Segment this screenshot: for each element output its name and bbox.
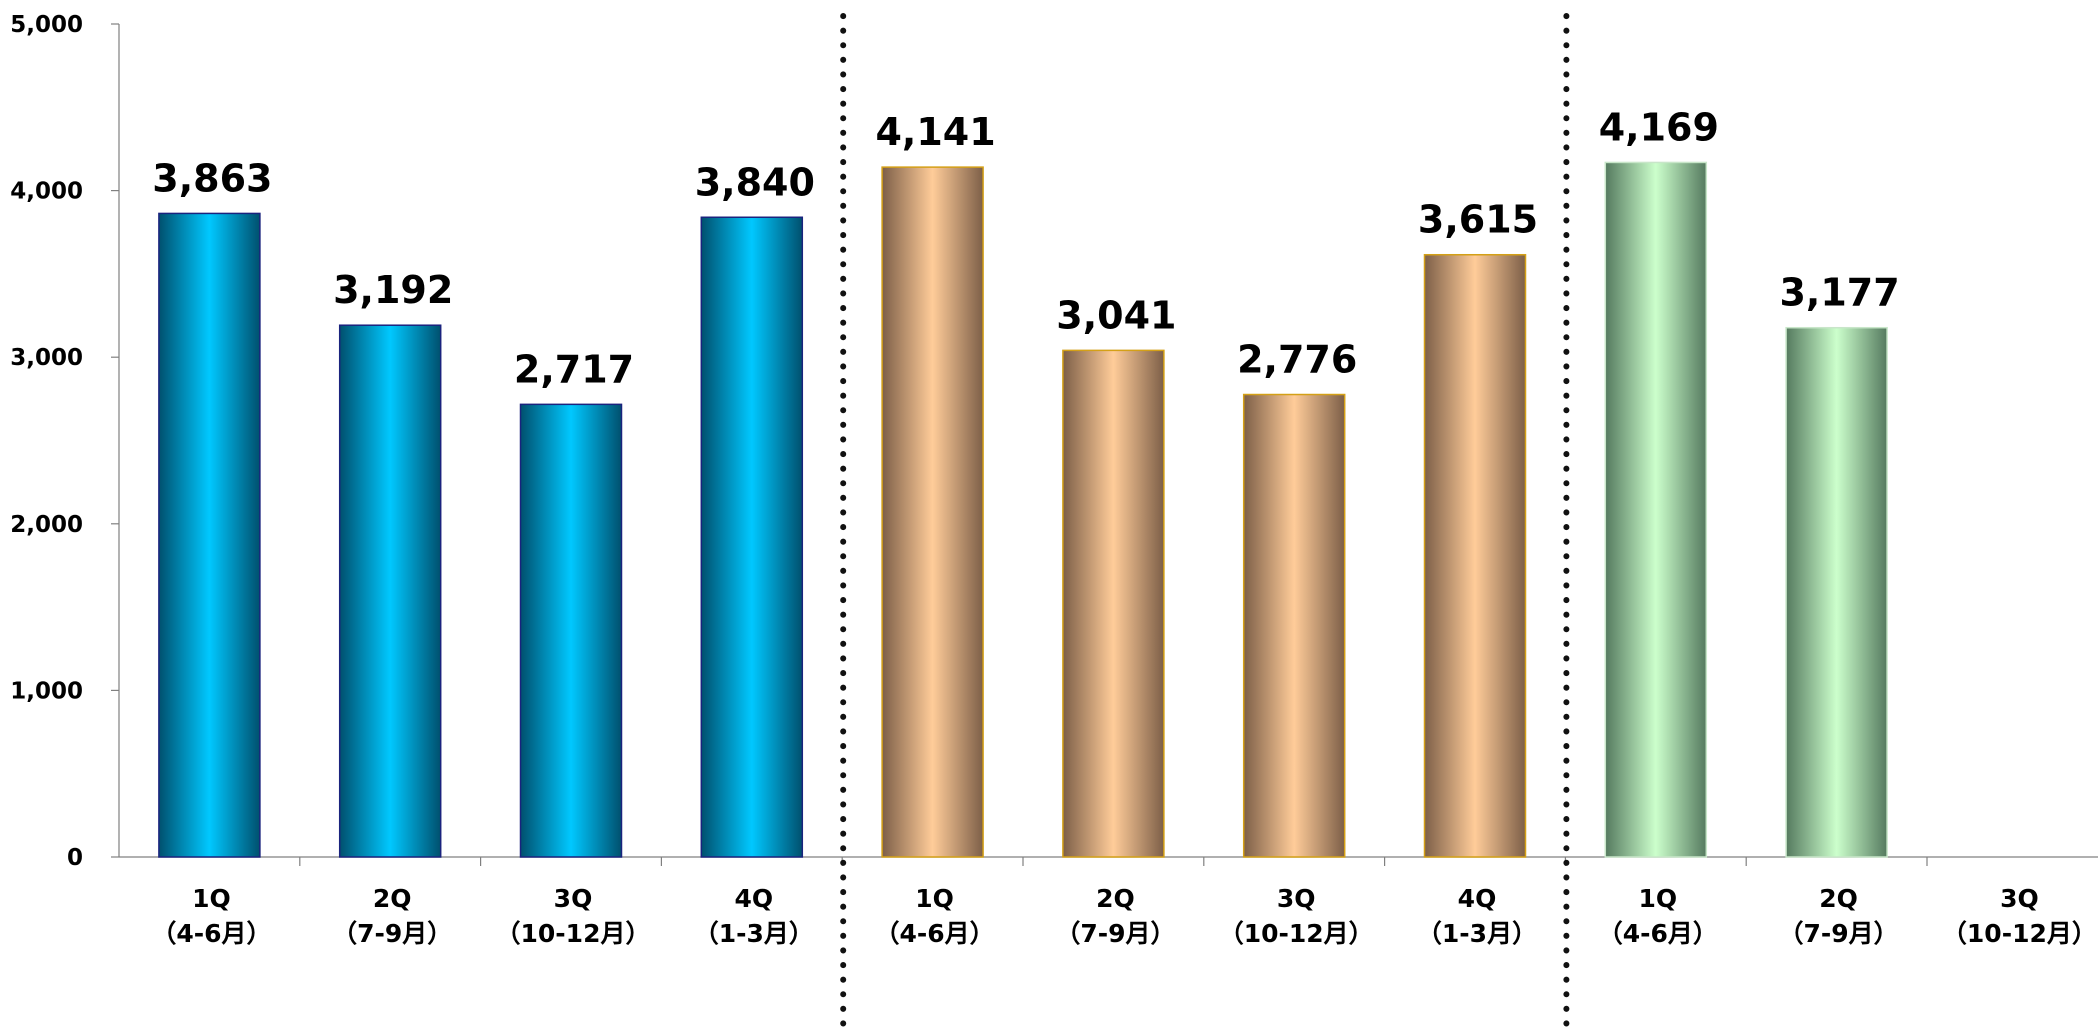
bar: [1604, 161, 1708, 858]
x-tick-label-months: （10-12月）: [1219, 919, 1374, 948]
x-tick-label-quarter: 4Q: [1458, 884, 1497, 913]
x-tick-label-months: （1-3月）: [694, 919, 814, 948]
x-tick-label-quarter: 3Q: [1277, 884, 1316, 913]
data-label: 3,863: [152, 156, 272, 200]
x-tick-label-quarter: 3Q: [2000, 884, 2039, 913]
x-tick-label-months: （7-9月）: [1779, 919, 1899, 948]
x-tick-label-months: （4-6月）: [151, 919, 271, 948]
bar: [519, 403, 623, 858]
bar: [158, 212, 261, 858]
group-separators: [840, 13, 1570, 1030]
bar: [1062, 349, 1165, 858]
x-tick-label-months: （4-6月）: [1598, 919, 1718, 948]
bar: [881, 166, 984, 858]
y-tick-label: 4,000: [10, 179, 83, 205]
x-tick-label-quarter: 2Q: [1096, 884, 1135, 913]
x-tick-label-months: （10-12月）: [496, 919, 651, 948]
x-tick-label-months: （4-6月）: [875, 919, 995, 948]
bar: [700, 216, 804, 858]
data-label: 3,840: [695, 160, 815, 204]
data-label: 2,717: [514, 347, 634, 391]
y-axis: 0 1,000 2,000 3,000 4,000 5,000: [10, 12, 120, 871]
x-tick-label-quarter: 1Q: [192, 884, 231, 913]
x-tick-label-quarter: 1Q: [915, 884, 954, 913]
x-tick-label-months: （7-9月）: [1055, 919, 1175, 948]
bar: [1242, 393, 1346, 858]
y-tick-label: 1,000: [10, 678, 83, 704]
y-tick-label: 3,000: [10, 345, 83, 371]
data-label: 2,776: [1237, 338, 1357, 382]
data-label: 3,615: [1418, 198, 1538, 242]
value-labels: 3,863 3,192 2,717 3,840 4,141 3,041 2,776 3,615…: [152, 105, 1899, 391]
x-tick-label-quarter: 1Q: [1638, 884, 1677, 913]
data-label: 4,141: [875, 110, 995, 154]
y-tick-label: 2,000: [10, 512, 83, 538]
x-tick-label-months: （7-9月）: [332, 919, 452, 948]
bars: [158, 161, 1888, 858]
x-tick-label-months: （1-3月）: [1417, 919, 1537, 948]
y-tick-label: 0: [67, 845, 83, 871]
x-tick-label-quarter: 2Q: [1819, 884, 1858, 913]
bar: [338, 324, 442, 858]
bar: [1423, 253, 1527, 858]
x-tick-label-quarter: 4Q: [734, 884, 773, 913]
y-tick-label: 5,000: [10, 12, 83, 38]
data-label: 3,041: [1056, 293, 1176, 337]
data-label: 3,177: [1779, 271, 1899, 315]
data-label: 4,169: [1599, 105, 1719, 149]
x-tick-label-quarter: 2Q: [373, 884, 412, 913]
x-axis: [119, 856, 2098, 866]
x-tick-label-quarter: 3Q: [554, 884, 593, 913]
category-labels: 1Q （4-6月） 2Q （7-9月） 3Q （10-12月） 4Q （1-3月） 1Q （4-6…: [151, 884, 2097, 948]
data-label: 3,192: [333, 268, 453, 312]
x-tick-label-months: （10-12月）: [1942, 919, 2097, 948]
bar: [1785, 326, 1888, 858]
